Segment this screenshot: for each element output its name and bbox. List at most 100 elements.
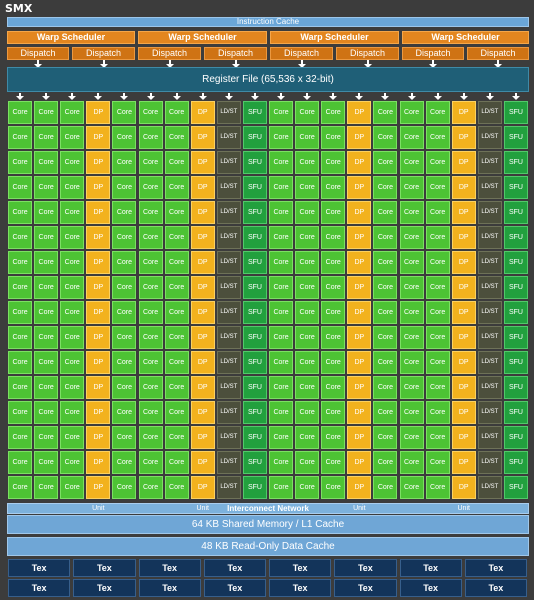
- core-unit: Core: [399, 151, 424, 174]
- sfu-unit: SFU: [242, 451, 267, 474]
- core-unit: Core: [138, 401, 163, 424]
- tex-unit: Tex: [399, 579, 462, 597]
- core-unit: Core: [112, 176, 137, 199]
- dp-unit: DP Unit: [86, 126, 111, 162]
- core-unit: Core: [321, 326, 346, 349]
- core-unit: Core: [138, 451, 163, 474]
- dp-unit: DP Unit: [451, 326, 476, 362]
- ld-st-unit: LD/ST: [216, 326, 241, 349]
- ld-st-unit: LD/ST: [216, 451, 241, 474]
- ld-st-unit: LD/ST: [216, 351, 241, 374]
- core-unit: Core: [112, 451, 137, 474]
- dp-unit: DP Unit: [86, 101, 111, 137]
- core-unit: Core: [8, 376, 33, 399]
- core-unit: Core: [269, 351, 294, 374]
- dp-unit: DP Unit: [86, 476, 111, 512]
- down-arrow-icon: [68, 93, 77, 100]
- core-unit: Core: [34, 476, 59, 499]
- core-unit: Core: [425, 476, 450, 499]
- core-unit: Core: [112, 326, 137, 349]
- core-unit: Core: [425, 351, 450, 374]
- core-unit: Core: [373, 301, 398, 324]
- tex-unit: Tex: [73, 559, 136, 577]
- down-arrow-icon: [34, 60, 42, 68]
- down-arrow-icon: [277, 93, 286, 100]
- ld-st-unit: LD/ST: [477, 176, 502, 199]
- core-unit: Core: [321, 201, 346, 224]
- core-unit: Core: [373, 176, 398, 199]
- core-unit: Core: [164, 301, 189, 324]
- core-unit: Core: [60, 226, 85, 249]
- down-arrow-icon: [433, 93, 442, 100]
- core-unit: Core: [8, 176, 33, 199]
- core-unit: Core: [164, 476, 189, 499]
- sfu-unit: SFU: [503, 126, 528, 149]
- warp-scheduler: Warp Scheduler: [138, 31, 267, 44]
- core-unit: Core: [112, 251, 137, 274]
- core-unit: Core: [399, 476, 424, 499]
- core-unit: Core: [34, 201, 59, 224]
- core-unit: Core: [112, 301, 137, 324]
- sfu-unit: SFU: [242, 226, 267, 249]
- dp-unit: DP Unit: [86, 226, 111, 262]
- down-arrow-icon: [120, 93, 129, 100]
- core-unit: Core: [138, 101, 163, 124]
- core-unit: Core: [295, 301, 320, 324]
- core-unit: Core: [138, 201, 163, 224]
- core-unit: Core: [321, 301, 346, 324]
- sfu-unit: SFU: [242, 476, 267, 499]
- core-unit: Core: [138, 276, 163, 299]
- dp-unit: DP Unit: [451, 201, 476, 237]
- core-unit: Core: [60, 126, 85, 149]
- core-unit: Core: [321, 351, 346, 374]
- core-unit: Core: [60, 201, 85, 224]
- core-unit: Core: [425, 401, 450, 424]
- core-unit: Core: [321, 276, 346, 299]
- core-unit: Core: [425, 301, 450, 324]
- dispatch-unit: Dispatch: [467, 47, 529, 60]
- ld-st-unit: LD/ST: [216, 126, 241, 149]
- dp-unit: DP Unit: [347, 101, 372, 137]
- ld-st-unit: LD/ST: [477, 276, 502, 299]
- core-unit: Core: [321, 451, 346, 474]
- ld-st-unit: LD/ST: [477, 101, 502, 124]
- core-unit: Core: [425, 426, 450, 449]
- dp-unit: DP Unit: [86, 276, 111, 312]
- sfu-unit: SFU: [242, 126, 267, 149]
- down-arrow-icon: [94, 93, 103, 100]
- core-unit: Core: [373, 226, 398, 249]
- core-unit: Core: [321, 151, 346, 174]
- ld-st-unit: LD/ST: [216, 401, 241, 424]
- ld-st-unit: LD/ST: [477, 251, 502, 274]
- tex-unit: Tex: [269, 579, 332, 597]
- core-unit: Core: [8, 101, 33, 124]
- sfu-unit: SFU: [503, 401, 528, 424]
- core-unit: Core: [295, 151, 320, 174]
- sfu-unit: SFU: [242, 401, 267, 424]
- dp-unit: DP Unit: [190, 151, 215, 187]
- core-unit: Core: [373, 276, 398, 299]
- core-unit: Core: [34, 326, 59, 349]
- core-unit: Core: [164, 101, 189, 124]
- sfu-unit: SFU: [503, 251, 528, 274]
- down-arrow-icon: [511, 93, 520, 100]
- core-unit: Core: [164, 401, 189, 424]
- core-unit: Core: [138, 476, 163, 499]
- tex-unit: Tex: [8, 559, 71, 577]
- core-unit: Core: [295, 276, 320, 299]
- sfu-unit: SFU: [503, 376, 528, 399]
- sfu-unit: SFU: [242, 326, 267, 349]
- core-unit: Core: [321, 126, 346, 149]
- core-unit: Core: [164, 251, 189, 274]
- core-unit: Core: [112, 476, 137, 499]
- tex-unit: Tex: [203, 559, 266, 577]
- dp-unit: DP Unit: [451, 276, 476, 312]
- sfu-unit: SFU: [503, 101, 528, 124]
- dispatch-unit: Dispatch: [270, 47, 333, 60]
- core-unit: Core: [60, 251, 85, 274]
- core-unit: Core: [425, 451, 450, 474]
- core-unit: Core: [295, 476, 320, 499]
- ld-st-unit: LD/ST: [477, 376, 502, 399]
- core-unit: Core: [112, 401, 137, 424]
- core-unit: Core: [138, 176, 163, 199]
